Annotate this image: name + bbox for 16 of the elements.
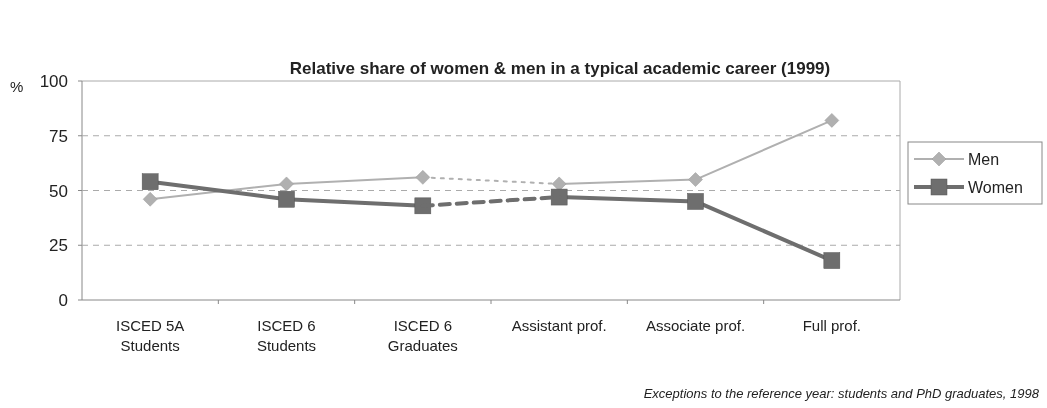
y-tick-label: 75 [49,126,68,146]
y-tick-label: 25 [49,236,68,256]
y-axis-title: % [10,78,24,95]
x-tick-label: Full prof. [802,317,862,334]
x-tick-label: Associate prof. [645,317,746,334]
y-tick-label: 100 [39,72,68,91]
legend-label: Women [968,179,1023,196]
text: Exceptions to the reference year: students and PhD graduates, 1998 [643,386,1040,401]
chart-title: Relative share of women & men in a typical academic career (1999) [289,59,831,78]
y-tick-label: 0 [58,291,68,310]
legend-label: Men [968,151,1000,168]
y-tick-label: 50 [49,181,68,201]
x-tick-label: ISCED 6 Students [256,317,317,354]
x-tick-label: ISCED 5A Students [115,317,185,354]
x-tick-label: Assistant prof. [511,317,607,334]
x-tick-label: ISCED 6 Graduates [387,317,458,354]
